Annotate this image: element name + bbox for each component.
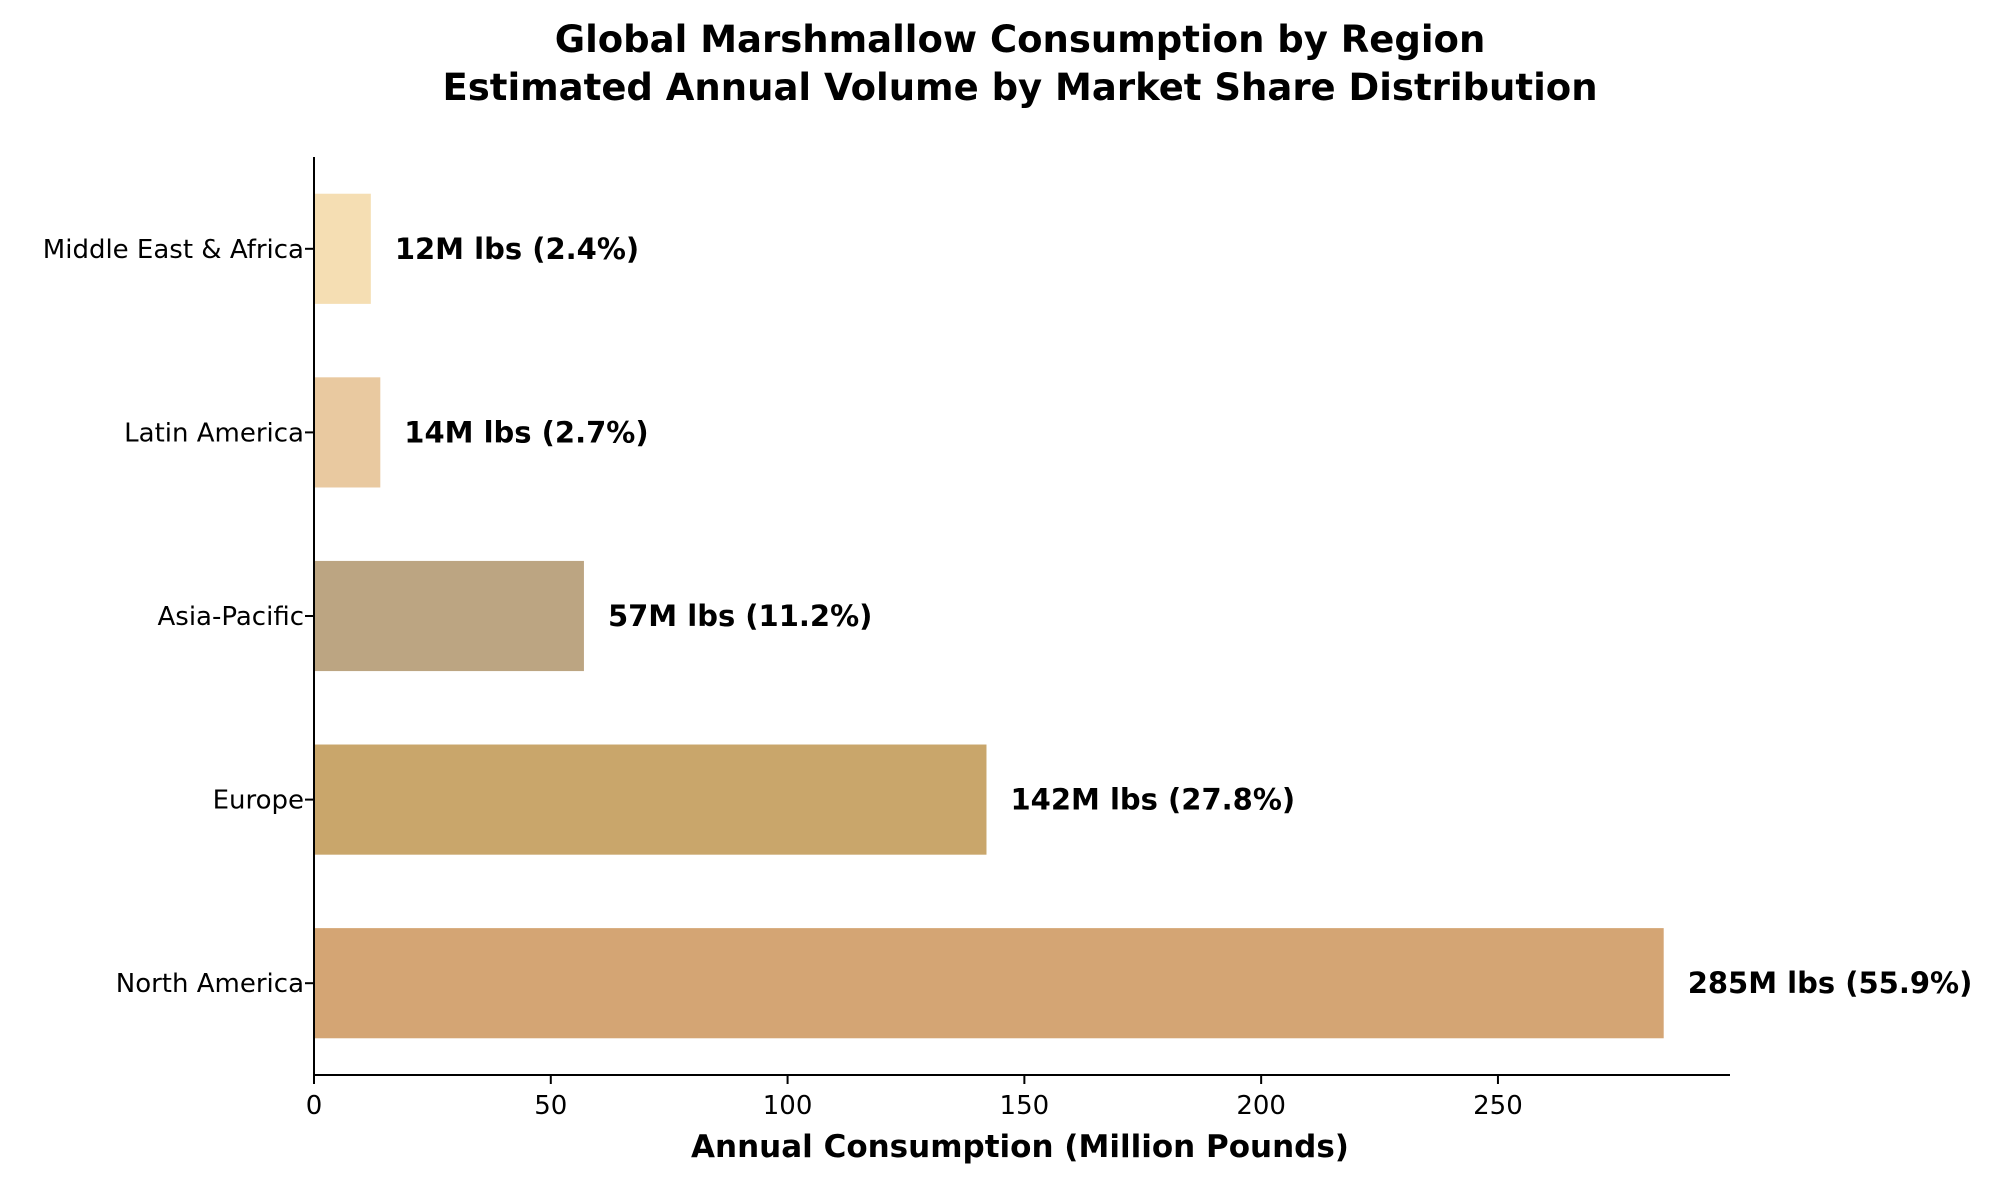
x-tick-label: 250 <box>1473 1091 1523 1121</box>
bar-north-america <box>314 928 1664 1039</box>
data-label: 57M lbs (11.2%) <box>608 599 872 633</box>
data-label: 12M lbs (2.4%) <box>395 232 639 266</box>
bars-group <box>314 193 1664 1039</box>
data-label: 142M lbs (27.8%) <box>1010 783 1295 817</box>
x-tick-label: 0 <box>306 1091 323 1121</box>
y-tick-label: Middle East & Africa <box>43 235 304 265</box>
y-tick-label: Latin America <box>124 418 304 448</box>
y-tick-label: Europe <box>213 786 304 816</box>
chart-subtitle: Estimated Annual Volume by Market Share … <box>442 66 1597 109</box>
bar-middle-east-africa <box>314 193 371 304</box>
bar-latin-america <box>314 377 381 488</box>
bar-asia-pacific <box>314 560 584 672</box>
x-tick-label: 200 <box>1236 1091 1286 1121</box>
data-label: 285M lbs (55.9%) <box>1688 966 1973 1000</box>
y-tick-label: Asia-Pacific <box>157 602 304 632</box>
bar-europe <box>314 744 987 855</box>
x-tick-label: 50 <box>534 1091 567 1121</box>
x-axis-label: Annual Consumption (Million Pounds) <box>691 1129 1349 1165</box>
x-tick-label: 100 <box>763 1091 813 1121</box>
y-tick-label: North America <box>116 969 304 999</box>
y-tick-labels: North America Europe Asia-Pacific Latin Ame… <box>43 235 314 999</box>
data-label: 14M lbs (2.7%) <box>404 415 648 449</box>
data-labels: 285M lbs (55.9%) 142M lbs (27.8%) 57M lbs … <box>395 232 1973 1000</box>
chart-title: Global Marshmallow Consumption by Region <box>555 18 1486 61</box>
x-tick-label: 150 <box>1000 1091 1050 1121</box>
x-ticks: 0 50 100 150 200 250 <box>306 1075 1523 1121</box>
